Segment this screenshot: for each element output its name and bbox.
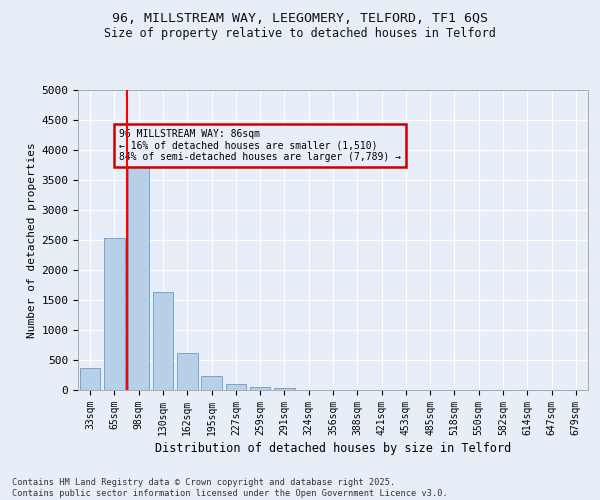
Bar xyxy=(128,165,149,390)
Text: Contains HM Land Registry data © Crown copyright and database right 2025.
Contai: Contains HM Land Registry data © Crown c… xyxy=(12,478,448,498)
Text: 96, MILLSTREAM WAY, LEEGOMERY, TELFORD, TF1 6QS: 96, MILLSTREAM WAY, LEEGOMERY, TELFORD, … xyxy=(112,12,488,26)
Bar xyxy=(274,388,295,390)
Bar xyxy=(177,353,197,390)
Bar xyxy=(226,384,246,390)
Y-axis label: Number of detached properties: Number of detached properties xyxy=(27,142,37,338)
Bar xyxy=(201,376,222,390)
Bar xyxy=(80,368,100,390)
Bar xyxy=(152,292,173,390)
Text: 96 MILLSTREAM WAY: 86sqm
← 16% of detached houses are smaller (1,510)
84% of sem: 96 MILLSTREAM WAY: 86sqm ← 16% of detach… xyxy=(119,129,401,162)
Bar xyxy=(250,388,271,390)
Text: Size of property relative to detached houses in Telford: Size of property relative to detached ho… xyxy=(104,28,496,40)
X-axis label: Distribution of detached houses by size in Telford: Distribution of detached houses by size … xyxy=(155,442,511,455)
Bar xyxy=(104,238,125,390)
